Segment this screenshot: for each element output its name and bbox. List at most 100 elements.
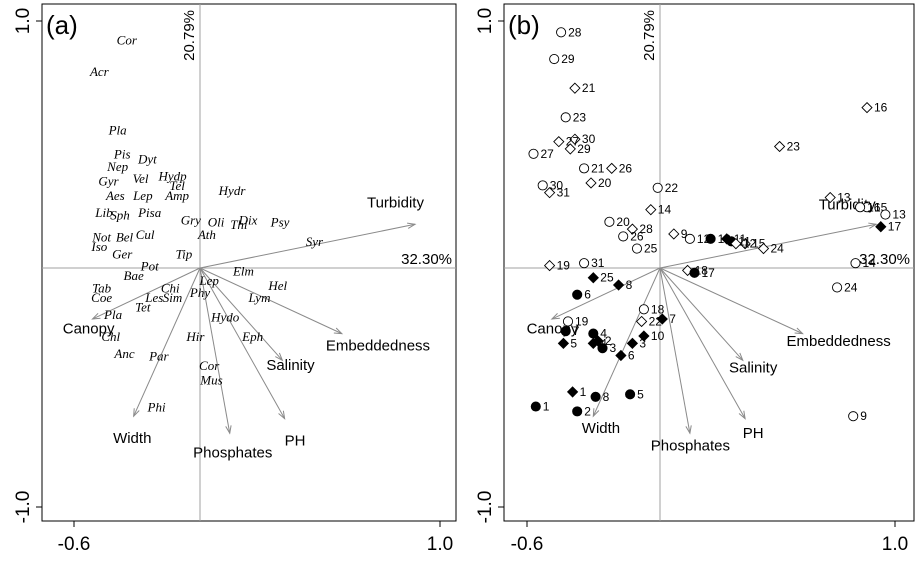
species-label: Acr	[89, 64, 110, 79]
vector-salinity	[659, 267, 744, 361]
axis2-variance-label: 20.79%	[641, 10, 658, 61]
site-number-label: 29	[577, 142, 591, 156]
species-label: Sim	[163, 290, 183, 305]
site-number-label: 14	[658, 203, 672, 217]
vector-ph	[659, 267, 746, 419]
species-label: Amp	[164, 188, 189, 203]
site-marker	[618, 231, 629, 242]
site-number-label: 24	[844, 280, 858, 294]
site-number-label: 3	[610, 341, 617, 355]
vector-arrowhead	[225, 425, 232, 435]
site-marker	[606, 162, 618, 175]
site-marker	[824, 191, 836, 204]
species-label: Dyt	[137, 152, 157, 167]
vector-arrowhead	[407, 222, 417, 229]
site-marker	[832, 282, 843, 293]
species-label: Aes	[105, 188, 125, 203]
species-label: Sph	[110, 207, 130, 222]
species-label: Dix	[238, 212, 258, 227]
species-label: Cor	[117, 32, 138, 47]
species-label: Pla	[103, 307, 123, 322]
vector-salinity	[199, 267, 283, 361]
site-marker	[626, 223, 639, 235]
species-label: Elm	[232, 263, 254, 278]
site-number-label: 22	[665, 181, 679, 195]
vector-canopy	[92, 267, 201, 320]
site-number-label: 5	[570, 336, 577, 350]
site-marker	[549, 53, 560, 65]
axis1-variance-label: 32.30%	[401, 251, 452, 268]
site-number-label: 30	[582, 132, 596, 146]
species-label: Hydp	[157, 169, 187, 184]
site-number-label: 28	[639, 222, 653, 236]
site-marker	[597, 343, 608, 354]
species-label: Phi	[147, 399, 166, 414]
site-marker	[585, 177, 597, 189]
axis1-variance-label: 32.30%	[859, 251, 910, 268]
site-number-label: 27	[541, 147, 555, 161]
species-label: Mus	[199, 373, 222, 388]
species-label: Hydr	[218, 183, 247, 198]
site-number-label: 21	[582, 81, 596, 95]
vector-label: PH	[285, 432, 306, 449]
site-marker	[668, 228, 680, 240]
vector-arrowhead	[868, 222, 878, 229]
site-marker	[612, 279, 625, 291]
vector-embeddedness	[659, 267, 803, 335]
site-number-label: 26	[619, 161, 633, 175]
site-number-label: 25	[600, 271, 614, 285]
site-marker	[626, 337, 639, 349]
vector-turbidity	[199, 223, 416, 269]
site-marker	[880, 209, 891, 220]
site-number-label: 9	[681, 227, 688, 241]
species-label: Oli	[208, 215, 225, 230]
site-marker	[645, 204, 657, 216]
vector-label: Canopy	[63, 321, 115, 338]
vector-label: Phosphates	[193, 445, 272, 462]
site-marker	[652, 182, 663, 193]
vector-arrowhead	[735, 352, 744, 362]
site-number-label: 19	[557, 259, 571, 273]
site-number-label: 21	[591, 161, 605, 175]
site-marker	[875, 221, 887, 233]
axis2-variance-label: 20.79%	[181, 10, 198, 61]
species-label: Tet	[135, 300, 151, 315]
vector-label: Embeddedness	[326, 338, 430, 355]
species-label: Pis	[113, 147, 131, 162]
site-number-label: 6	[628, 348, 635, 362]
vector-label: Phosphates	[651, 437, 730, 454]
site-number-label: 23	[787, 140, 801, 154]
x-tick-label: 1.0	[427, 534, 453, 555]
species-label: Eph	[241, 329, 263, 344]
species-label: Bel	[116, 229, 134, 244]
species-label: Syr	[306, 234, 324, 249]
site-number-label: 17	[888, 220, 902, 234]
species-label: Phy	[189, 285, 210, 300]
vector-arrowhead	[550, 312, 560, 320]
vector-arrowhead	[738, 410, 746, 420]
site-marker	[553, 136, 565, 148]
site-number-label: 10	[651, 329, 665, 343]
site-number-label: 2	[584, 404, 591, 418]
species-label: Iso	[90, 239, 107, 254]
y-tick-label: 1.0	[13, 8, 34, 34]
site-number-label: 14	[863, 256, 877, 270]
x-tick-label: -0.6	[511, 534, 544, 555]
panel-a-frame	[41, 3, 457, 522]
site-number-label: 8	[603, 390, 610, 404]
y-tick-label: -1.0	[475, 491, 496, 524]
species-label: Thi	[230, 217, 248, 232]
site-marker	[530, 401, 541, 412]
species-label: Pisa	[137, 205, 162, 220]
site-marker	[656, 313, 668, 325]
vector-arrowhead	[794, 327, 804, 335]
species-label: Pot	[140, 258, 159, 273]
vector-arrowhead	[275, 352, 284, 362]
site-marker	[684, 233, 695, 244]
site-marker	[569, 82, 581, 94]
site-number-label: 31	[557, 186, 571, 200]
species-label: Ger	[112, 246, 133, 261]
vector-label: Embeddedness	[787, 333, 891, 350]
vector-label: Width	[113, 430, 151, 447]
